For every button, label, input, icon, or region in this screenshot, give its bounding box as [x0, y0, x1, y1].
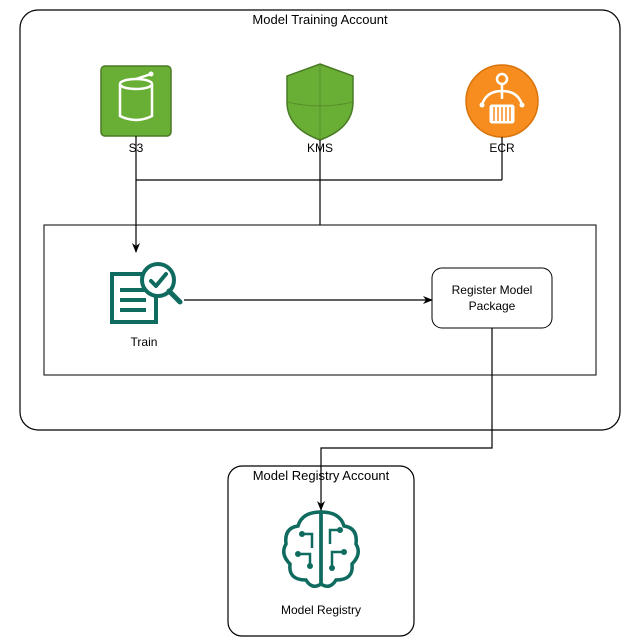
register-model-label-1: Register Model	[452, 283, 533, 297]
model-registry-label: Model Registry	[281, 603, 361, 617]
training-account-title: Model Training Account	[252, 12, 388, 27]
register-model-label-2: Package	[469, 299, 516, 313]
train-icon	[112, 264, 180, 322]
ecr-icon	[466, 65, 538, 137]
s3-icon	[101, 66, 171, 136]
register-model-box	[432, 268, 552, 328]
diagram-canvas: Model Training Account S3 KMS ECR	[0, 0, 641, 641]
kms-icon	[287, 64, 353, 140]
model-registry-icon	[284, 512, 359, 586]
train-label: Train	[131, 335, 158, 349]
